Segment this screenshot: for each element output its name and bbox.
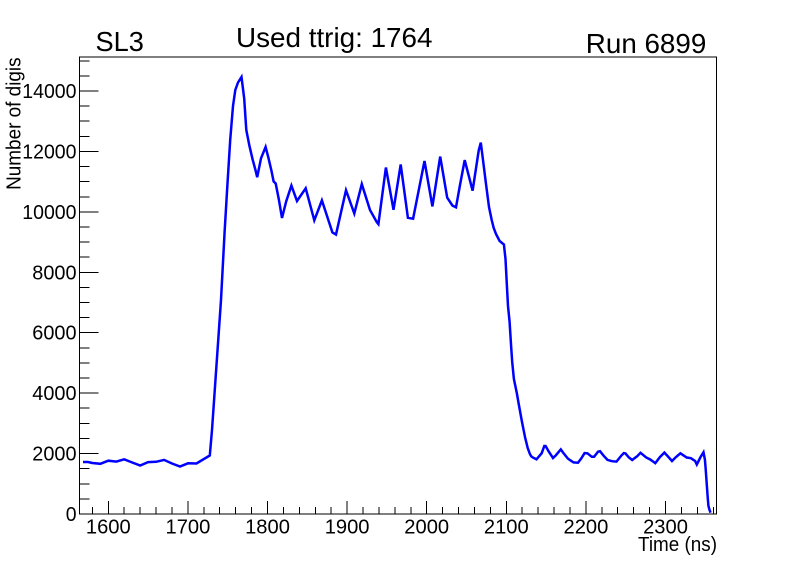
svg-text:2200: 2200 xyxy=(564,516,609,539)
svg-text:2000: 2000 xyxy=(404,516,449,539)
svg-text:6000: 6000 xyxy=(32,322,76,345)
svg-text:8000: 8000 xyxy=(32,261,76,284)
svg-text:12000: 12000 xyxy=(22,140,76,163)
svg-text:Time (ns): Time (ns) xyxy=(638,533,717,556)
svg-text:0: 0 xyxy=(66,503,77,526)
svg-text:2300: 2300 xyxy=(643,516,688,539)
svg-text:Run 6899: Run 6899 xyxy=(586,27,707,59)
svg-text:2000: 2000 xyxy=(32,443,76,466)
svg-text:Used ttrig: 1764: Used ttrig: 1764 xyxy=(236,21,433,53)
svg-text:14000: 14000 xyxy=(22,80,76,103)
svg-text:1900: 1900 xyxy=(325,516,370,539)
svg-text:1800: 1800 xyxy=(245,516,290,539)
svg-text:SL3: SL3 xyxy=(96,25,144,57)
svg-text:Number of digis: Number of digis xyxy=(3,57,26,190)
svg-text:1700: 1700 xyxy=(166,516,211,539)
svg-text:4000: 4000 xyxy=(32,382,76,405)
svg-text:10000: 10000 xyxy=(22,201,76,224)
svg-text:1600: 1600 xyxy=(86,516,131,539)
svg-text:2100: 2100 xyxy=(484,516,529,539)
